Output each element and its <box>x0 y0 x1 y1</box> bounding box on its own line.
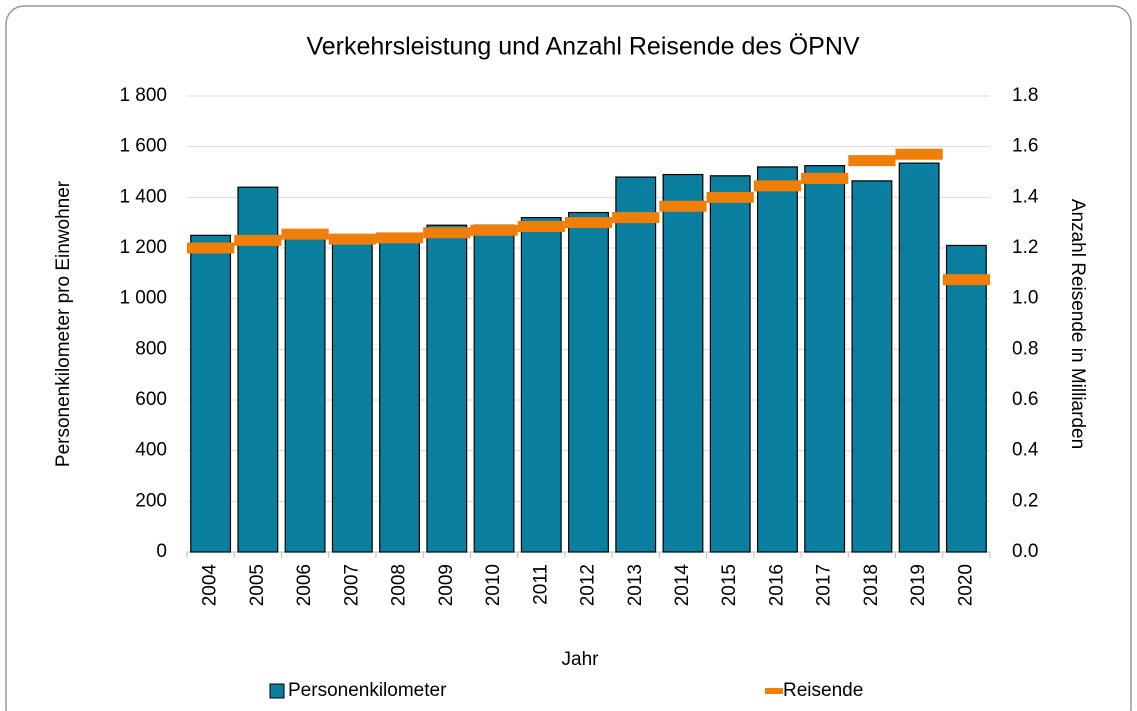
y2-tick-label: 0.8 <box>1012 338 1038 359</box>
x-tick-label: 2018 <box>861 564 882 606</box>
bar <box>757 166 798 553</box>
x-tick-label: 2011 <box>530 564 551 605</box>
bar <box>804 165 846 553</box>
x-tick-label: 2004 <box>200 564 221 607</box>
bar <box>284 233 326 553</box>
bar <box>851 180 893 553</box>
y-axis-title: Personenkilometer pro Einwohner <box>53 180 74 467</box>
x-axis-title: Jahr <box>562 649 600 670</box>
x-tick-label: 2010 <box>483 564 504 606</box>
y-tick-label: 200 <box>135 490 167 511</box>
legend-label: Reisende <box>783 680 863 701</box>
x-tick-label: 2008 <box>389 564 410 606</box>
y2-tick-label: 1.2 <box>1012 237 1038 258</box>
x-tick-label: 2006 <box>294 564 315 606</box>
bar <box>662 173 704 553</box>
y2-tick-label: 0.6 <box>1012 389 1038 410</box>
y2-tick-label: 1.8 <box>1012 85 1038 106</box>
y2-axis-title: Anzahl Reisende in Milliarden <box>1067 199 1088 449</box>
legend-swatch <box>269 683 285 699</box>
x-tick-label: 2017 <box>814 564 835 606</box>
bar <box>426 224 468 553</box>
y2-tick-label: 0.2 <box>1012 490 1038 511</box>
y2-tick-label: 0.0 <box>1012 541 1038 562</box>
bar <box>379 238 420 553</box>
x-tick-label: 2015 <box>719 564 740 606</box>
bar <box>898 162 940 553</box>
y2-tick-label: 1.4 <box>1012 186 1039 207</box>
bar <box>237 186 279 553</box>
y-tick-label: 1 400 <box>119 186 167 207</box>
bar <box>520 217 562 553</box>
bar <box>568 211 609 553</box>
y2-tick-label: 0.4 <box>1012 440 1039 461</box>
x-tick-label: 2019 <box>908 564 929 606</box>
bar <box>331 239 373 553</box>
x-tick-label: 2007 <box>341 564 362 606</box>
y-tick-label: 400 <box>135 440 167 461</box>
bar <box>709 175 751 553</box>
x-tick-label: 2012 <box>578 564 599 606</box>
bar <box>473 224 515 553</box>
y2-tick-label: 1.6 <box>1012 136 1038 157</box>
bar <box>945 244 987 553</box>
x-tick-label: 2020 <box>955 564 976 606</box>
x-tick-label: 2009 <box>436 564 457 606</box>
legend-label: Personenkilometer <box>288 680 447 701</box>
x-tick-label: 2005 <box>247 564 268 606</box>
y-tick-label: 1 600 <box>119 136 167 157</box>
y-tick-label: 600 <box>135 389 167 410</box>
y2-tick-label: 1.0 <box>1012 288 1038 309</box>
y-tick-label: 1 200 <box>119 237 167 258</box>
y-tick-label: 1 000 <box>119 288 167 309</box>
x-tick-label: 2014 <box>672 564 693 607</box>
y-tick-label: 800 <box>135 338 167 359</box>
x-tick-label: 2013 <box>625 564 646 606</box>
bar <box>190 234 232 553</box>
x-tick-label: 2016 <box>766 564 787 606</box>
y-tick-label: 1 800 <box>119 85 167 106</box>
bar <box>615 176 657 553</box>
y-tick-label: 0 <box>156 541 167 562</box>
chart-title: Verkehrsleistung und Anzahl Reisende des… <box>306 33 859 61</box>
